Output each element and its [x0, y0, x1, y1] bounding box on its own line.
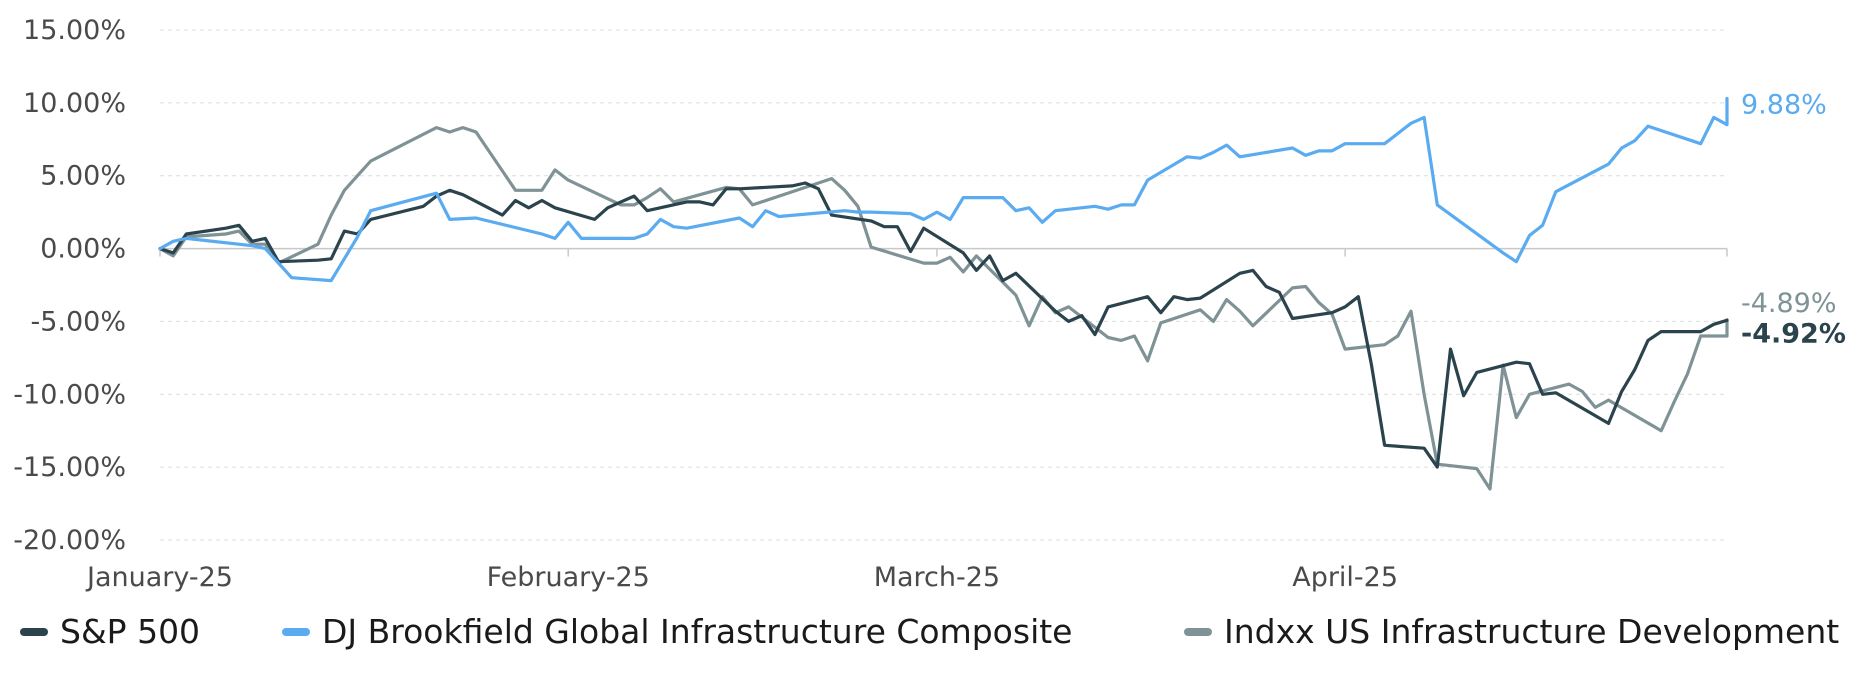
y-tick-label: 15.00% — [23, 15, 126, 46]
x-tick-label: April-25 — [1292, 562, 1398, 593]
legend: S&P 500 DJ Brookfield Global Infrastruct… — [0, 612, 1875, 668]
x-tick-label: January-25 — [85, 562, 233, 593]
y-axis-tick-labels: 15.00% 10.00% 5.00% 0.00% -5.00% -10.00% -15.0… — [13, 15, 126, 556]
legend-swatch-indxx — [1184, 627, 1212, 636]
y-tick-label: -20.00% — [13, 525, 126, 556]
legend-label-sp500: S&P 500 — [60, 612, 201, 651]
series-line-indxx-us-infrastructure-development — [158, 125, 1729, 491]
legend-item-dj-brookfield: DJ Brookfield Global Infrastructure Comp… — [282, 612, 1072, 651]
y-tick-label: -10.00% — [13, 379, 126, 410]
end-value-label: -4.89% — [1741, 288, 1837, 319]
y-tick-label: 5.00% — [40, 161, 126, 192]
end-value-labels: -4.92% 9.88% -4.89% — [1741, 90, 1846, 350]
legend-item-indxx: Indxx US Infrastructure Development — [1184, 612, 1839, 651]
series-lines — [158, 96, 1729, 491]
end-value-label: -4.92% — [1741, 318, 1846, 349]
y-tick-label: 0.00% — [40, 234, 126, 265]
x-tick-label: March-25 — [874, 562, 1000, 593]
line-chart: 15.00% 10.00% 5.00% 0.00% -5.00% -10.00% -15.0… — [13, 15, 1846, 593]
x-axis — [159, 247, 1728, 257]
legend-swatch-dj-brookfield — [282, 627, 310, 636]
legend-swatch-sp500 — [20, 627, 48, 636]
end-value-label: 9.88% — [1741, 90, 1827, 121]
y-tick-label: 10.00% — [23, 88, 126, 119]
legend-item-sp500: S&P 500 — [20, 612, 200, 651]
y-tick-label: -5.00% — [30, 306, 126, 337]
x-axis-tick-labels: January-25 February-25 March-25 April-25 — [85, 562, 1398, 593]
series-line-dj-brookfield-global-infrastructure-composite — [158, 96, 1729, 283]
x-tick-label: February-25 — [487, 562, 650, 593]
y-tick-label: -15.00% — [13, 452, 126, 483]
legend-label-indxx: Indxx US Infrastructure Development — [1224, 612, 1840, 651]
legend-label-dj-brookfield: DJ Brookfield Global Infrastructure Comp… — [322, 612, 1073, 651]
series-line-s-p-500 — [158, 181, 1729, 469]
